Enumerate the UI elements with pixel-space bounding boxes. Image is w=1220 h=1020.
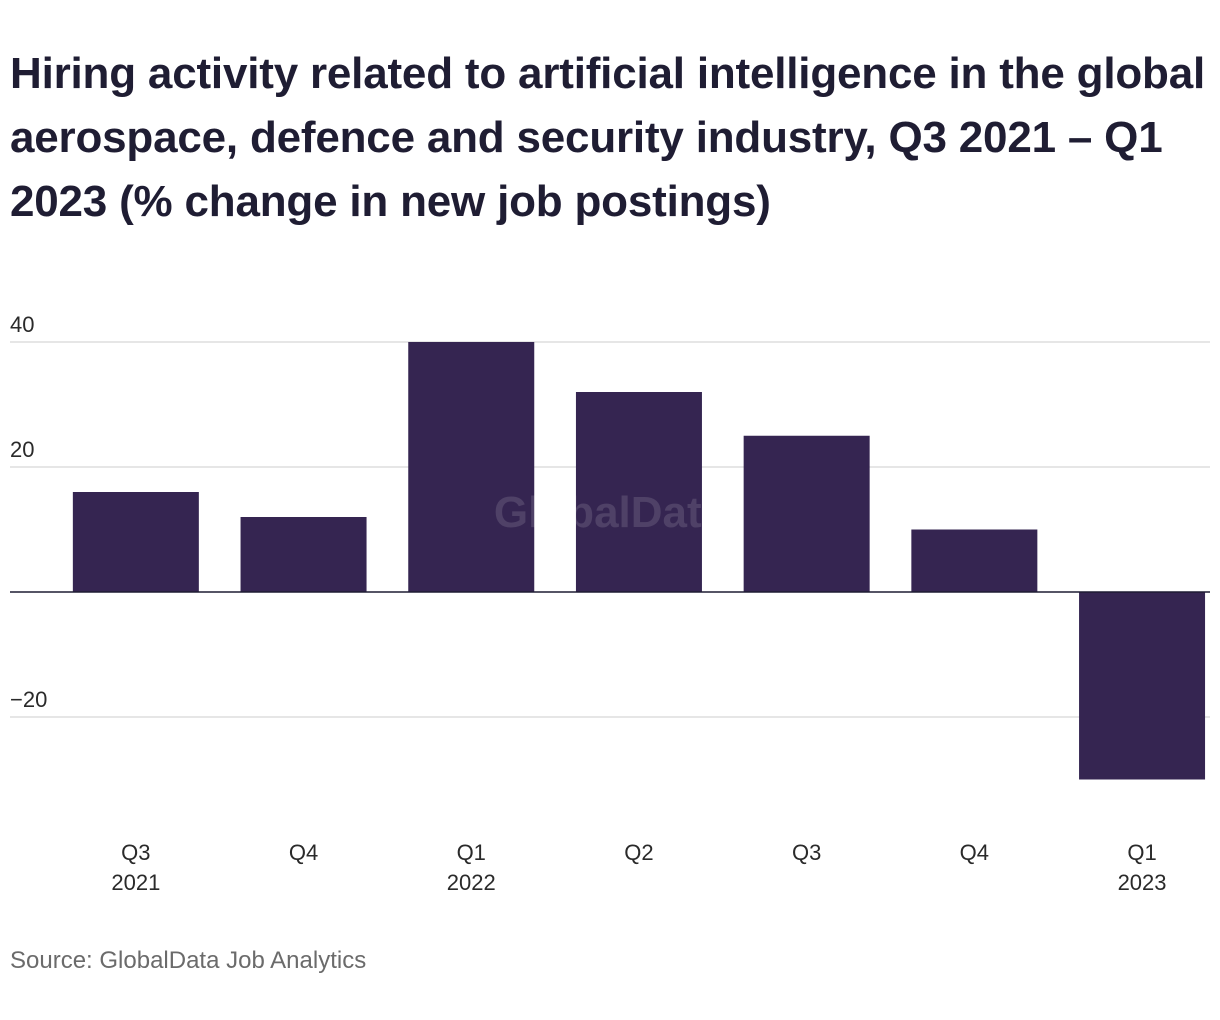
bar	[575, 392, 702, 592]
y-tick-label: 20	[10, 437, 34, 462]
x-tick-year-label: 2023	[1118, 870, 1167, 895]
x-tick-label: Q3	[792, 840, 821, 865]
bar	[240, 517, 367, 592]
y-axis-ticks: 40 20 −20	[10, 312, 47, 712]
x-tick-label: Q3	[121, 840, 150, 865]
x-tick-label: Q1	[1127, 840, 1156, 865]
x-axis-ticks: Q3 2021 Q4 Q1 2022 Q2 Q3 Q4 Q1 2023	[111, 840, 1166, 895]
y-tick-label: −20	[10, 687, 47, 712]
x-tick-label: Q2	[624, 840, 653, 865]
x-tick-year-label: 2022	[447, 870, 496, 895]
bars	[72, 342, 1206, 780]
x-tick-year-label: 2021	[111, 870, 160, 895]
x-tick-label: Q4	[289, 840, 318, 865]
watermark: GlobalData	[494, 488, 727, 537]
bar	[72, 492, 199, 592]
x-tick-label: Q1	[457, 840, 486, 865]
x-tick-label: Q4	[960, 840, 989, 865]
chart-title: Hiring activity related to artificial in…	[10, 49, 1206, 226]
source-note: Source: GlobalData Job Analytics	[10, 947, 367, 974]
bar	[1079, 592, 1206, 780]
y-tick-label: 40	[10, 312, 34, 337]
bar	[743, 435, 870, 592]
bar	[911, 529, 1038, 592]
bar	[408, 342, 535, 592]
